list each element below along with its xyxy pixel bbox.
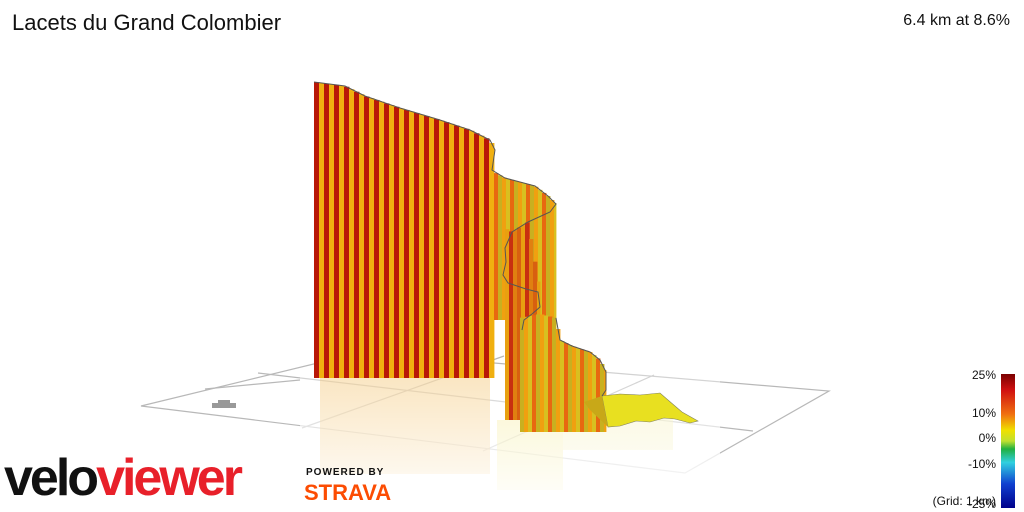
wall-strip [404, 109, 410, 378]
wall-strip [532, 315, 537, 432]
wall-strip [564, 343, 569, 432]
wall-strip [389, 105, 395, 378]
wall-strip [394, 106, 400, 379]
wall-strip [576, 348, 581, 432]
wall-strip [349, 89, 355, 378]
wall-strip [560, 341, 565, 432]
profile-outline [313, 81, 607, 397]
wall-strip [459, 127, 465, 379]
legend-tick-neg25: -25% [967, 497, 996, 511]
legend-tick-neg10: -10% [967, 457, 996, 471]
wall-strip [329, 84, 335, 379]
wall-strip [540, 314, 545, 432]
strava-logo: STRAVA [304, 480, 392, 505]
wall-strip [588, 352, 593, 432]
wall-strip [344, 86, 350, 378]
wall-strip [484, 138, 490, 378]
logo-velo-text: velo [4, 449, 99, 507]
powered-by-label: POWERED BY [306, 467, 385, 478]
wall-strip [513, 230, 518, 420]
wall-strip [542, 192, 547, 320]
wall-strip [479, 135, 485, 378]
wall-strip [568, 345, 573, 432]
wall-strip [469, 130, 475, 378]
wall-strip [334, 84, 340, 378]
wall-strip [580, 349, 585, 432]
wall-strip [528, 316, 533, 432]
route-title: Lacets du Grand Colombier [12, 10, 282, 35]
legend-tick-25: 25% [971, 368, 996, 382]
wall-strip [354, 91, 360, 378]
wall-strip [509, 231, 514, 420]
gradient-legend: 25% 10% 0% -10% -25% [940, 366, 1024, 512]
wall-strip [409, 111, 415, 378]
wall-strip [464, 128, 470, 378]
wall-strip [324, 83, 330, 378]
wall-strip [546, 196, 551, 320]
wall-strip [517, 227, 522, 420]
wall-strip [544, 315, 549, 432]
wall-strip [374, 99, 380, 378]
wall-strip [424, 115, 430, 378]
gradient-colorbar [1001, 374, 1015, 508]
wall-strip [538, 189, 543, 320]
wall-strip [494, 173, 499, 320]
elevation-wall-tail [601, 392, 699, 428]
wall-strip [592, 355, 597, 432]
wall-strip [444, 122, 450, 379]
wall-strip [419, 114, 425, 378]
wall-strip [314, 82, 320, 379]
wall-strip [439, 120, 445, 378]
legend-tick-10: 10% [971, 406, 996, 420]
wall-strip [502, 177, 507, 320]
wall-strip [556, 329, 561, 432]
wall-strip [534, 186, 539, 320]
wall-strip [524, 316, 529, 432]
logo-viewer-text: viewer [96, 449, 243, 507]
elevation-wall-lower [520, 314, 607, 432]
wall-strip [552, 317, 557, 432]
wall-strip [548, 316, 553, 432]
wall-strip [596, 358, 601, 432]
wall-strip [449, 123, 455, 378]
wall-strip [554, 203, 557, 320]
wall-strip [414, 112, 420, 378]
wall-strip [359, 94, 365, 378]
grid-note: (Grid: 1 km) [932, 494, 996, 508]
wall-strip [319, 82, 325, 378]
wall-strip [474, 133, 480, 378]
route-summary: 6.4 km at 8.6% [903, 12, 1010, 29]
elevation-wall-main [314, 82, 495, 379]
wall-strip [429, 117, 435, 378]
start-marker [212, 400, 236, 408]
wall-strip [379, 101, 385, 379]
wall-strip [536, 314, 541, 432]
wall-strip [505, 229, 510, 420]
wall-strip [434, 118, 440, 378]
wall-strip [369, 98, 375, 378]
wall-strip [550, 200, 555, 320]
wall-strip [520, 317, 525, 432]
veloviewer-logo: veloviewer [4, 448, 294, 512]
wall-strip [489, 143, 495, 378]
elevation-wall-tail-side [584, 396, 608, 427]
wall-strip [339, 85, 345, 378]
legend-tick-0: 0% [978, 431, 996, 445]
wall-strip [572, 346, 577, 432]
wall-strip [454, 125, 460, 378]
wall-strip [498, 175, 503, 320]
wall-strip [584, 350, 589, 432]
wall-strip [399, 108, 405, 378]
wall-strip [384, 103, 390, 378]
wall-strip [364, 96, 370, 378]
